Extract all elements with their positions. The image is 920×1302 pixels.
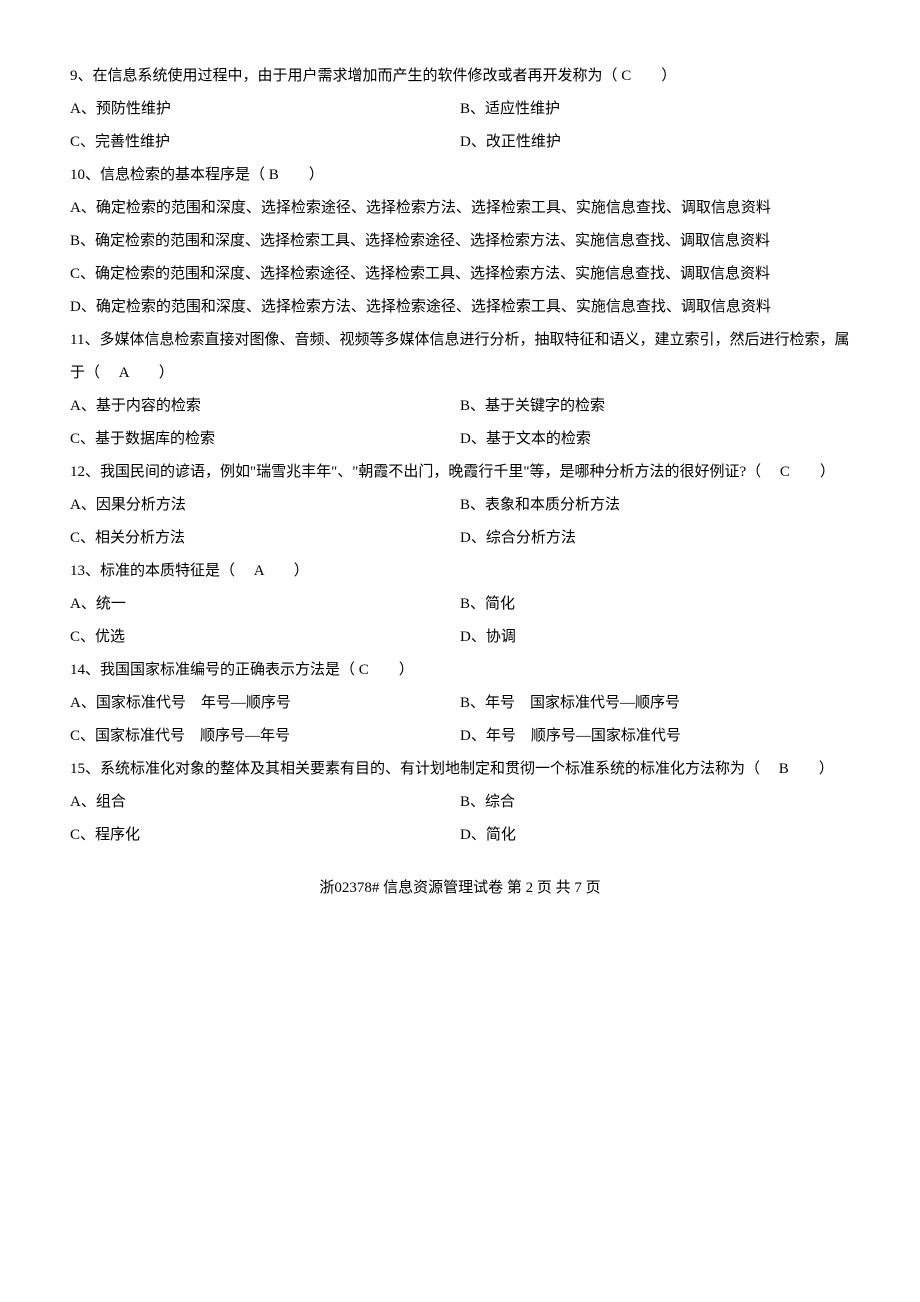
question-12-options: A、因果分析方法 B、表象和本质分析方法 C、相关分析方法 D、综合分析方法: [70, 489, 850, 555]
option-12-a: A、因果分析方法: [70, 489, 460, 522]
option-11-c: C、基于数据库的检索: [70, 423, 460, 456]
option-14-d: D、年号 顺序号—国家标准代号: [460, 720, 850, 753]
option-13-b: B、简化: [460, 588, 850, 621]
question-11-text: 11、多媒体信息检索直接对图像、音频、视频等多媒体信息进行分析，抽取特征和语义，…: [70, 324, 850, 390]
question-15-text: 15、系统标准化对象的整体及其相关要素有目的、有计划地制定和贯彻一个标准系统的标…: [70, 753, 850, 786]
option-12-d: D、综合分析方法: [460, 522, 850, 555]
question-12: 12、我国民间的谚语，例如"瑞雪兆丰年"、"朝霞不出门，晚霞行千里"等，是哪种分…: [70, 456, 850, 555]
option-13-d: D、协调: [460, 621, 850, 654]
option-13-a: A、统一: [70, 588, 460, 621]
question-9-text: 9、在信息系统使用过程中，由于用户需求增加而产生的软件修改或者再开发称为（ C …: [70, 60, 850, 93]
question-9: 9、在信息系统使用过程中，由于用户需求增加而产生的软件修改或者再开发称为（ C …: [70, 60, 850, 159]
option-9-a: A、预防性维护: [70, 93, 460, 126]
question-14: 14、我国国家标准编号的正确表示方法是（ C ） A、国家标准代号 年号—顺序号…: [70, 654, 850, 753]
question-10-text: 10、信息检索的基本程序是（ B ）: [70, 159, 850, 192]
option-10-a: A、确定检索的范围和深度、选择检索途径、选择检索方法、选择检索工具、实施信息查找…: [70, 192, 850, 225]
option-10-d: D、确定检索的范围和深度、选择检索方法、选择检索途径、选择检索工具、实施信息查找…: [70, 291, 850, 324]
option-15-d: D、简化: [460, 819, 850, 852]
question-13: 13、标准的本质特征是（ A ） A、统一 B、简化 C、优选 D、协调: [70, 555, 850, 654]
question-14-options: A、国家标准代号 年号—顺序号 B、年号 国家标准代号—顺序号 C、国家标准代号…: [70, 687, 850, 753]
option-9-d: D、改正性维护: [460, 126, 850, 159]
question-10: 10、信息检索的基本程序是（ B ） A、确定检索的范围和深度、选择检索途径、选…: [70, 159, 850, 324]
question-14-text: 14、我国国家标准编号的正确表示方法是（ C ）: [70, 654, 850, 687]
option-14-c: C、国家标准代号 顺序号—年号: [70, 720, 460, 753]
question-13-text: 13、标准的本质特征是（ A ）: [70, 555, 850, 588]
option-15-b: B、综合: [460, 786, 850, 819]
option-9-c: C、完善性维护: [70, 126, 460, 159]
question-15: 15、系统标准化对象的整体及其相关要素有目的、有计划地制定和贯彻一个标准系统的标…: [70, 753, 850, 852]
option-14-b: B、年号 国家标准代号—顺序号: [460, 687, 850, 720]
question-11-options: A、基于内容的检索 B、基于关键字的检索 C、基于数据库的检索 D、基于文本的检…: [70, 390, 850, 456]
option-11-b: B、基于关键字的检索: [460, 390, 850, 423]
option-12-c: C、相关分析方法: [70, 522, 460, 555]
question-15-options: A、组合 B、综合 C、程序化 D、简化: [70, 786, 850, 852]
option-15-c: C、程序化: [70, 819, 460, 852]
option-9-b: B、适应性维护: [460, 93, 850, 126]
option-11-a: A、基于内容的检索: [70, 390, 460, 423]
option-13-c: C、优选: [70, 621, 460, 654]
question-13-options: A、统一 B、简化 C、优选 D、协调: [70, 588, 850, 654]
page-footer: 浙02378# 信息资源管理试卷 第 2 页 共 7 页: [70, 872, 850, 905]
option-11-d: D、基于文本的检索: [460, 423, 850, 456]
option-10-c: C、确定检索的范围和深度、选择检索途径、选择检索工具、选择检索方法、实施信息查找…: [70, 258, 850, 291]
option-10-b: B、确定检索的范围和深度、选择检索工具、选择检索途径、选择检索方法、实施信息查找…: [70, 225, 850, 258]
option-15-a: A、组合: [70, 786, 460, 819]
option-14-a: A、国家标准代号 年号—顺序号: [70, 687, 460, 720]
question-11: 11、多媒体信息检索直接对图像、音频、视频等多媒体信息进行分析，抽取特征和语义，…: [70, 324, 850, 456]
question-12-text: 12、我国民间的谚语，例如"瑞雪兆丰年"、"朝霞不出门，晚霞行千里"等，是哪种分…: [70, 456, 850, 489]
question-9-options: A、预防性维护 B、适应性维护 C、完善性维护 D、改正性维护: [70, 93, 850, 159]
option-12-b: B、表象和本质分析方法: [460, 489, 850, 522]
